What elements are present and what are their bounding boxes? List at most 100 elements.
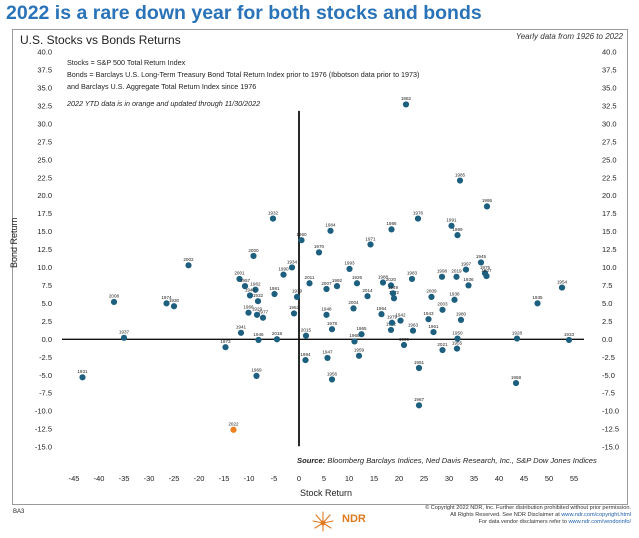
- y-tick-label-left: 7.5: [42, 281, 52, 290]
- y-tick-label-right: -12.5: [602, 425, 619, 434]
- data-point: [414, 215, 422, 222]
- point-label: 1977: [258, 310, 269, 315]
- y-tick-label-right: 5.0: [602, 299, 612, 308]
- data-point: [273, 336, 281, 343]
- y-tick-label-right: 37.5: [602, 66, 617, 75]
- point-label: 1936: [463, 277, 474, 282]
- data-point: [456, 177, 464, 184]
- data-point: [323, 311, 330, 318]
- data-point: [328, 376, 336, 383]
- y-tick-label-left: 20.0: [37, 191, 52, 200]
- point-label: 1976: [413, 210, 424, 215]
- y-tick-label-left: 10.0: [37, 263, 52, 272]
- point-label: 1950: [452, 330, 463, 335]
- data-point: [253, 372, 260, 379]
- y-tick-label-left: 30.0: [37, 119, 52, 128]
- data-point: [453, 345, 461, 352]
- data-point: [246, 292, 254, 299]
- point-label: 1974: [161, 295, 172, 300]
- x-tick-label: 25: [420, 474, 428, 483]
- point-label: 1989: [452, 227, 463, 232]
- point-label: 1994: [300, 352, 311, 357]
- disclaimer-line: All Rights Reserved. See NDR Disclaimer …: [425, 512, 631, 519]
- y-tick-label-left: -2.5: [39, 353, 52, 362]
- data-point: [302, 357, 309, 364]
- x-tick-label: -35: [119, 474, 130, 483]
- point-label: 1966: [243, 305, 254, 310]
- y-tick-label-left: 15.0: [37, 227, 52, 236]
- vendor-text: For data vendor disclaimers refer to: [478, 519, 567, 526]
- y-tick-label-left: -15.0: [35, 443, 52, 452]
- data-point: [302, 332, 310, 339]
- point-label: 2001: [234, 271, 245, 276]
- x-tick-label: -5: [271, 474, 278, 483]
- data-point: [255, 336, 262, 344]
- data-point: [448, 222, 455, 229]
- ndr-sunburst-logo-icon: [312, 511, 334, 532]
- point-label: 2020: [386, 277, 397, 282]
- data-point: [185, 262, 192, 269]
- x-tick-label: 5: [322, 474, 326, 483]
- source-text: Bloomberg Barclays Indices, Ned Davis Re…: [327, 456, 597, 465]
- point-label: 1991: [446, 218, 457, 223]
- y-tick-label-right: 30.0: [602, 119, 617, 128]
- copyright-link[interactable]: www.ndr.com/copyright.html: [561, 512, 631, 519]
- y-tick-label-left: 27.5: [37, 137, 52, 146]
- data-point: [250, 252, 257, 260]
- data-point: [430, 328, 437, 336]
- x-tick-label: -10: [244, 474, 255, 483]
- note-line: Stocks = S&P 500 Total Return Index: [67, 58, 186, 67]
- data-point: [237, 329, 245, 336]
- data-point: [236, 275, 243, 283]
- ytd-note: 2022 YTD data is in orange and updated t…: [67, 99, 261, 109]
- data-point: [465, 282, 472, 289]
- y-tick-label-left: 22.5: [37, 173, 52, 182]
- point-label: 1992: [332, 278, 343, 283]
- point-label: 1955: [452, 340, 463, 345]
- data-point: [324, 354, 331, 362]
- point-label: 1960: [296, 232, 307, 237]
- y-tick-label-left: 40.0: [37, 48, 52, 57]
- data-point: [293, 293, 301, 300]
- data-point: [454, 232, 461, 239]
- point-label: 1947: [322, 350, 333, 355]
- point-label: 1969: [251, 368, 262, 373]
- data-point: [512, 379, 520, 387]
- point-label: 2011: [305, 275, 315, 280]
- source-note: Source: Bloomberg Barclays Indices, Ned …: [297, 456, 597, 465]
- x-axis-label: Stock Return: [300, 488, 353, 498]
- x-tick-label: -40: [94, 474, 105, 483]
- y-tick-label-right: -2.5: [602, 353, 615, 362]
- point-label: 2007: [321, 281, 332, 286]
- point-label: 1954: [557, 279, 568, 284]
- data-point: [315, 249, 323, 256]
- data-point: [355, 352, 363, 359]
- data-point: [397, 317, 404, 324]
- data-point: [425, 316, 432, 323]
- point-label: 2019: [451, 269, 462, 274]
- vendor-link[interactable]: www.ndr.com/vendorinfo/: [568, 519, 632, 526]
- data-point: [513, 335, 521, 342]
- y-tick-label-right: 2.5: [602, 317, 612, 326]
- data-point: [451, 296, 458, 303]
- data-point: [120, 334, 128, 341]
- y-tick-label-left: -12.5: [35, 425, 52, 434]
- copyright-line: © Copyright 2022 NDR, Inc. Further distr…: [425, 505, 631, 511]
- point-label: 1980: [456, 312, 467, 317]
- point-label: 1928: [512, 330, 523, 335]
- data-point: [408, 275, 416, 283]
- point-label: 1958: [511, 375, 522, 380]
- data-point: [298, 237, 305, 244]
- x-tick-label: 45: [520, 474, 528, 483]
- data-point: [409, 327, 417, 334]
- y-tick-label-right: 22.5: [602, 173, 617, 182]
- data-point: [346, 265, 353, 272]
- y-tick-label-right: 15.0: [602, 227, 617, 236]
- point-label: 1965: [356, 326, 367, 331]
- data-point: [477, 259, 485, 266]
- data-point: [415, 364, 423, 372]
- data-point: [389, 290, 397, 297]
- point-label: 1981: [269, 286, 280, 291]
- data-point: [379, 279, 387, 286]
